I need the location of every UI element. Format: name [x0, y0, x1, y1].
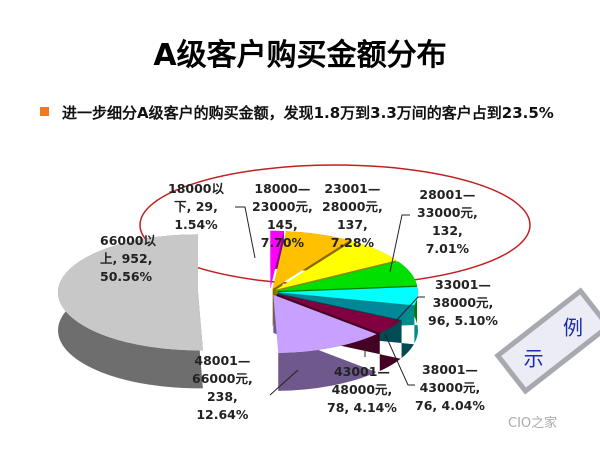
- watermark: CIO之家: [508, 416, 558, 431]
- pie-slice-top-8: [58, 234, 203, 351]
- pie-slice-top-5: [277, 293, 414, 320]
- pie-slice-0: [270, 230, 284, 327]
- pie-slice-8: [58, 234, 203, 389]
- label-6: 43001— 48000元, 78, 4.14%: [327, 364, 397, 415]
- label-5: 38001— 43000元, 76, 4.04%: [415, 362, 485, 413]
- pie-slice-top-6: [276, 293, 401, 334]
- label-1: 18000— 23000元, 145, 7.70%: [252, 181, 313, 250]
- pie-slice-top-1: [272, 231, 350, 289]
- pie-slice-1: [272, 231, 350, 327]
- bullet-icon: [40, 107, 49, 116]
- bullet-text: 进一步细分A级客户的购买金额，发现1.8万到3.3万间的客户占到23.5%: [62, 104, 554, 122]
- label-0: 18000以 下, 29, 1.54%: [168, 181, 224, 232]
- pie-slice-7: [273, 294, 377, 391]
- legend-char-2: 例: [562, 315, 583, 340]
- slide-title: A级客户购买金额分布: [153, 38, 447, 73]
- pie-slice-top-3: [277, 261, 418, 292]
- label-8: 66000以 上, 952, 50.56%: [100, 233, 156, 284]
- label-3: 28001— 33000元, 132, 7.01%: [417, 187, 478, 256]
- legend-char-1: 示: [523, 345, 544, 370]
- label-7: 48001— 66000元, 238, 12.64%: [192, 353, 253, 422]
- pie-slice-top-2: [275, 241, 397, 290]
- label-2: 23001— 28000元, 137, 7.28%: [322, 181, 383, 250]
- pie-slice-top-0: [270, 230, 284, 289]
- leader-lines: [235, 206, 425, 396]
- pie-slice-top-4: [277, 286, 418, 306]
- label-4: 33001— 38000元, 96, 5.10%: [428, 277, 498, 328]
- pie-slice-top-7: [273, 294, 377, 353]
